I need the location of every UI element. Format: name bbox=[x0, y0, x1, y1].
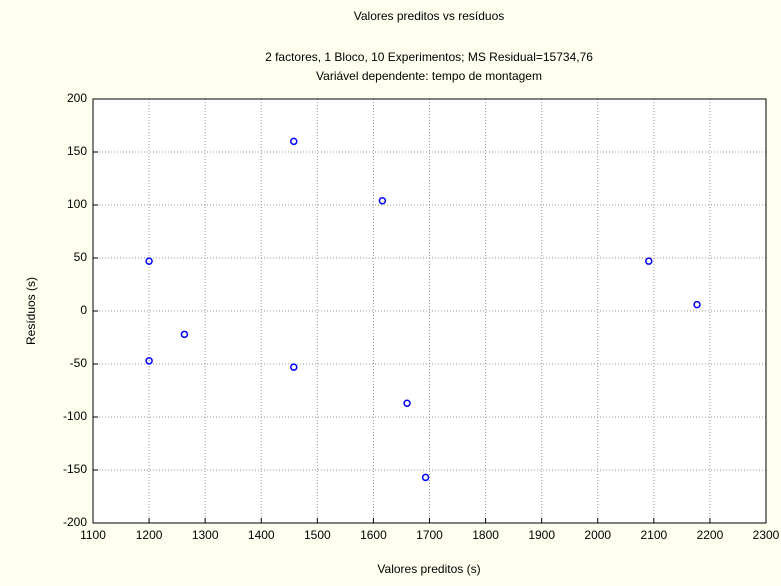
x-tick-label: 1900 bbox=[528, 528, 555, 542]
point bbox=[693, 300, 701, 309]
x-tick-label: 1100 bbox=[80, 528, 106, 542]
x-tick-label: 1500 bbox=[304, 528, 331, 542]
y-tick-label: 150 bbox=[67, 144, 87, 158]
plot-frame bbox=[92, 98, 767, 524]
y-tick-label: 200 bbox=[67, 91, 87, 105]
point bbox=[403, 399, 411, 407]
y-tick-label: -150 bbox=[63, 462, 87, 476]
y-tick-label: 100 bbox=[67, 197, 87, 211]
x-tick-label: 1300 bbox=[192, 528, 219, 542]
x-tick-label: 2000 bbox=[584, 528, 611, 542]
y-tick-label: -50 bbox=[70, 356, 88, 370]
chart-title: Valores preditos vs resíduos bbox=[354, 9, 505, 23]
chart-subtitle: Variável dependente: tempo de montagem bbox=[316, 69, 542, 83]
y-tick-label: 50 bbox=[74, 250, 88, 264]
point bbox=[180, 330, 189, 339]
x-tick-label: 1700 bbox=[416, 528, 443, 542]
point bbox=[145, 357, 153, 365]
point bbox=[645, 257, 653, 265]
y-tick-label: -200 bbox=[63, 515, 87, 529]
x-tick-label: 2200 bbox=[697, 528, 724, 542]
point bbox=[378, 197, 387, 205]
x-tick-label: 1200 bbox=[136, 528, 163, 542]
y-tick-label: 0 bbox=[80, 303, 87, 317]
x-axis-label: Valores preditos (s) bbox=[377, 562, 480, 576]
point bbox=[290, 137, 298, 146]
point bbox=[145, 257, 153, 265]
x-tick-label: 2100 bbox=[640, 528, 667, 542]
x-tick-label: 1800 bbox=[472, 528, 499, 542]
y-axis-label: Resíduos (s) bbox=[24, 277, 38, 345]
point bbox=[290, 363, 298, 371]
chart-subtitle: 2 factores, 1 Bloco, 10 Experimentos; MS… bbox=[265, 50, 593, 64]
x-tick-label: 1400 bbox=[248, 528, 275, 542]
point bbox=[421, 473, 430, 482]
x-tick-label: 2300 bbox=[753, 528, 780, 542]
x-tick-label: 1600 bbox=[360, 528, 387, 542]
y-tick-label: -100 bbox=[63, 409, 87, 423]
